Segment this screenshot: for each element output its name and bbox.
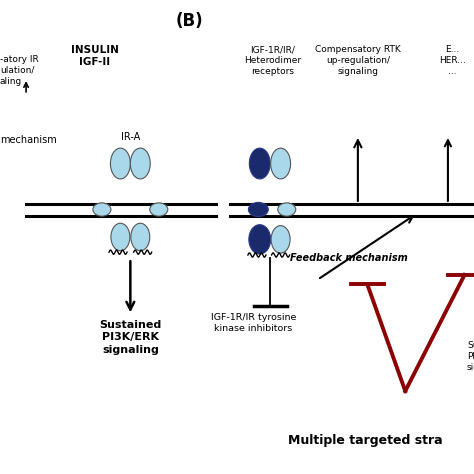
Text: -atory IR
ulation/
aling: -atory IR ulation/ aling (0, 55, 39, 86)
Ellipse shape (110, 148, 130, 179)
Ellipse shape (249, 148, 270, 179)
Text: IGF-1R/IR tyrosine
kinase inhibitors: IGF-1R/IR tyrosine kinase inhibitors (211, 313, 296, 333)
Text: mechanism: mechanism (0, 135, 57, 145)
Text: Sustained
PI3K/ERK
signaling: Sustained PI3K/ERK signaling (99, 320, 162, 355)
Ellipse shape (278, 203, 296, 216)
Ellipse shape (271, 148, 291, 179)
Ellipse shape (131, 223, 150, 251)
Text: E...
HER...
...: E... HER... ... (439, 45, 466, 76)
Ellipse shape (271, 226, 290, 253)
Text: INSULIN
IGF-II: INSULIN IGF-II (71, 45, 119, 67)
Text: (B): (B) (176, 12, 203, 30)
Ellipse shape (249, 225, 271, 254)
Ellipse shape (93, 203, 111, 216)
Text: IGF-1R/IR/
Heterodimer
receptors: IGF-1R/IR/ Heterodimer receptors (244, 45, 301, 76)
Text: Compensatory RTK
up-regulation/
signaling: Compensatory RTK up-regulation/ signalin… (315, 45, 401, 76)
Ellipse shape (248, 202, 268, 217)
Ellipse shape (150, 203, 168, 216)
Text: Multiple targeted stra: Multiple targeted stra (288, 434, 442, 447)
Text: Su...
PI3...
sig...: Su... PI3... sig... (467, 341, 474, 373)
Text: Feedback mechanism: Feedback mechanism (290, 253, 407, 264)
Text: IR-A: IR-A (121, 132, 140, 142)
Ellipse shape (130, 148, 150, 179)
Ellipse shape (111, 223, 130, 251)
